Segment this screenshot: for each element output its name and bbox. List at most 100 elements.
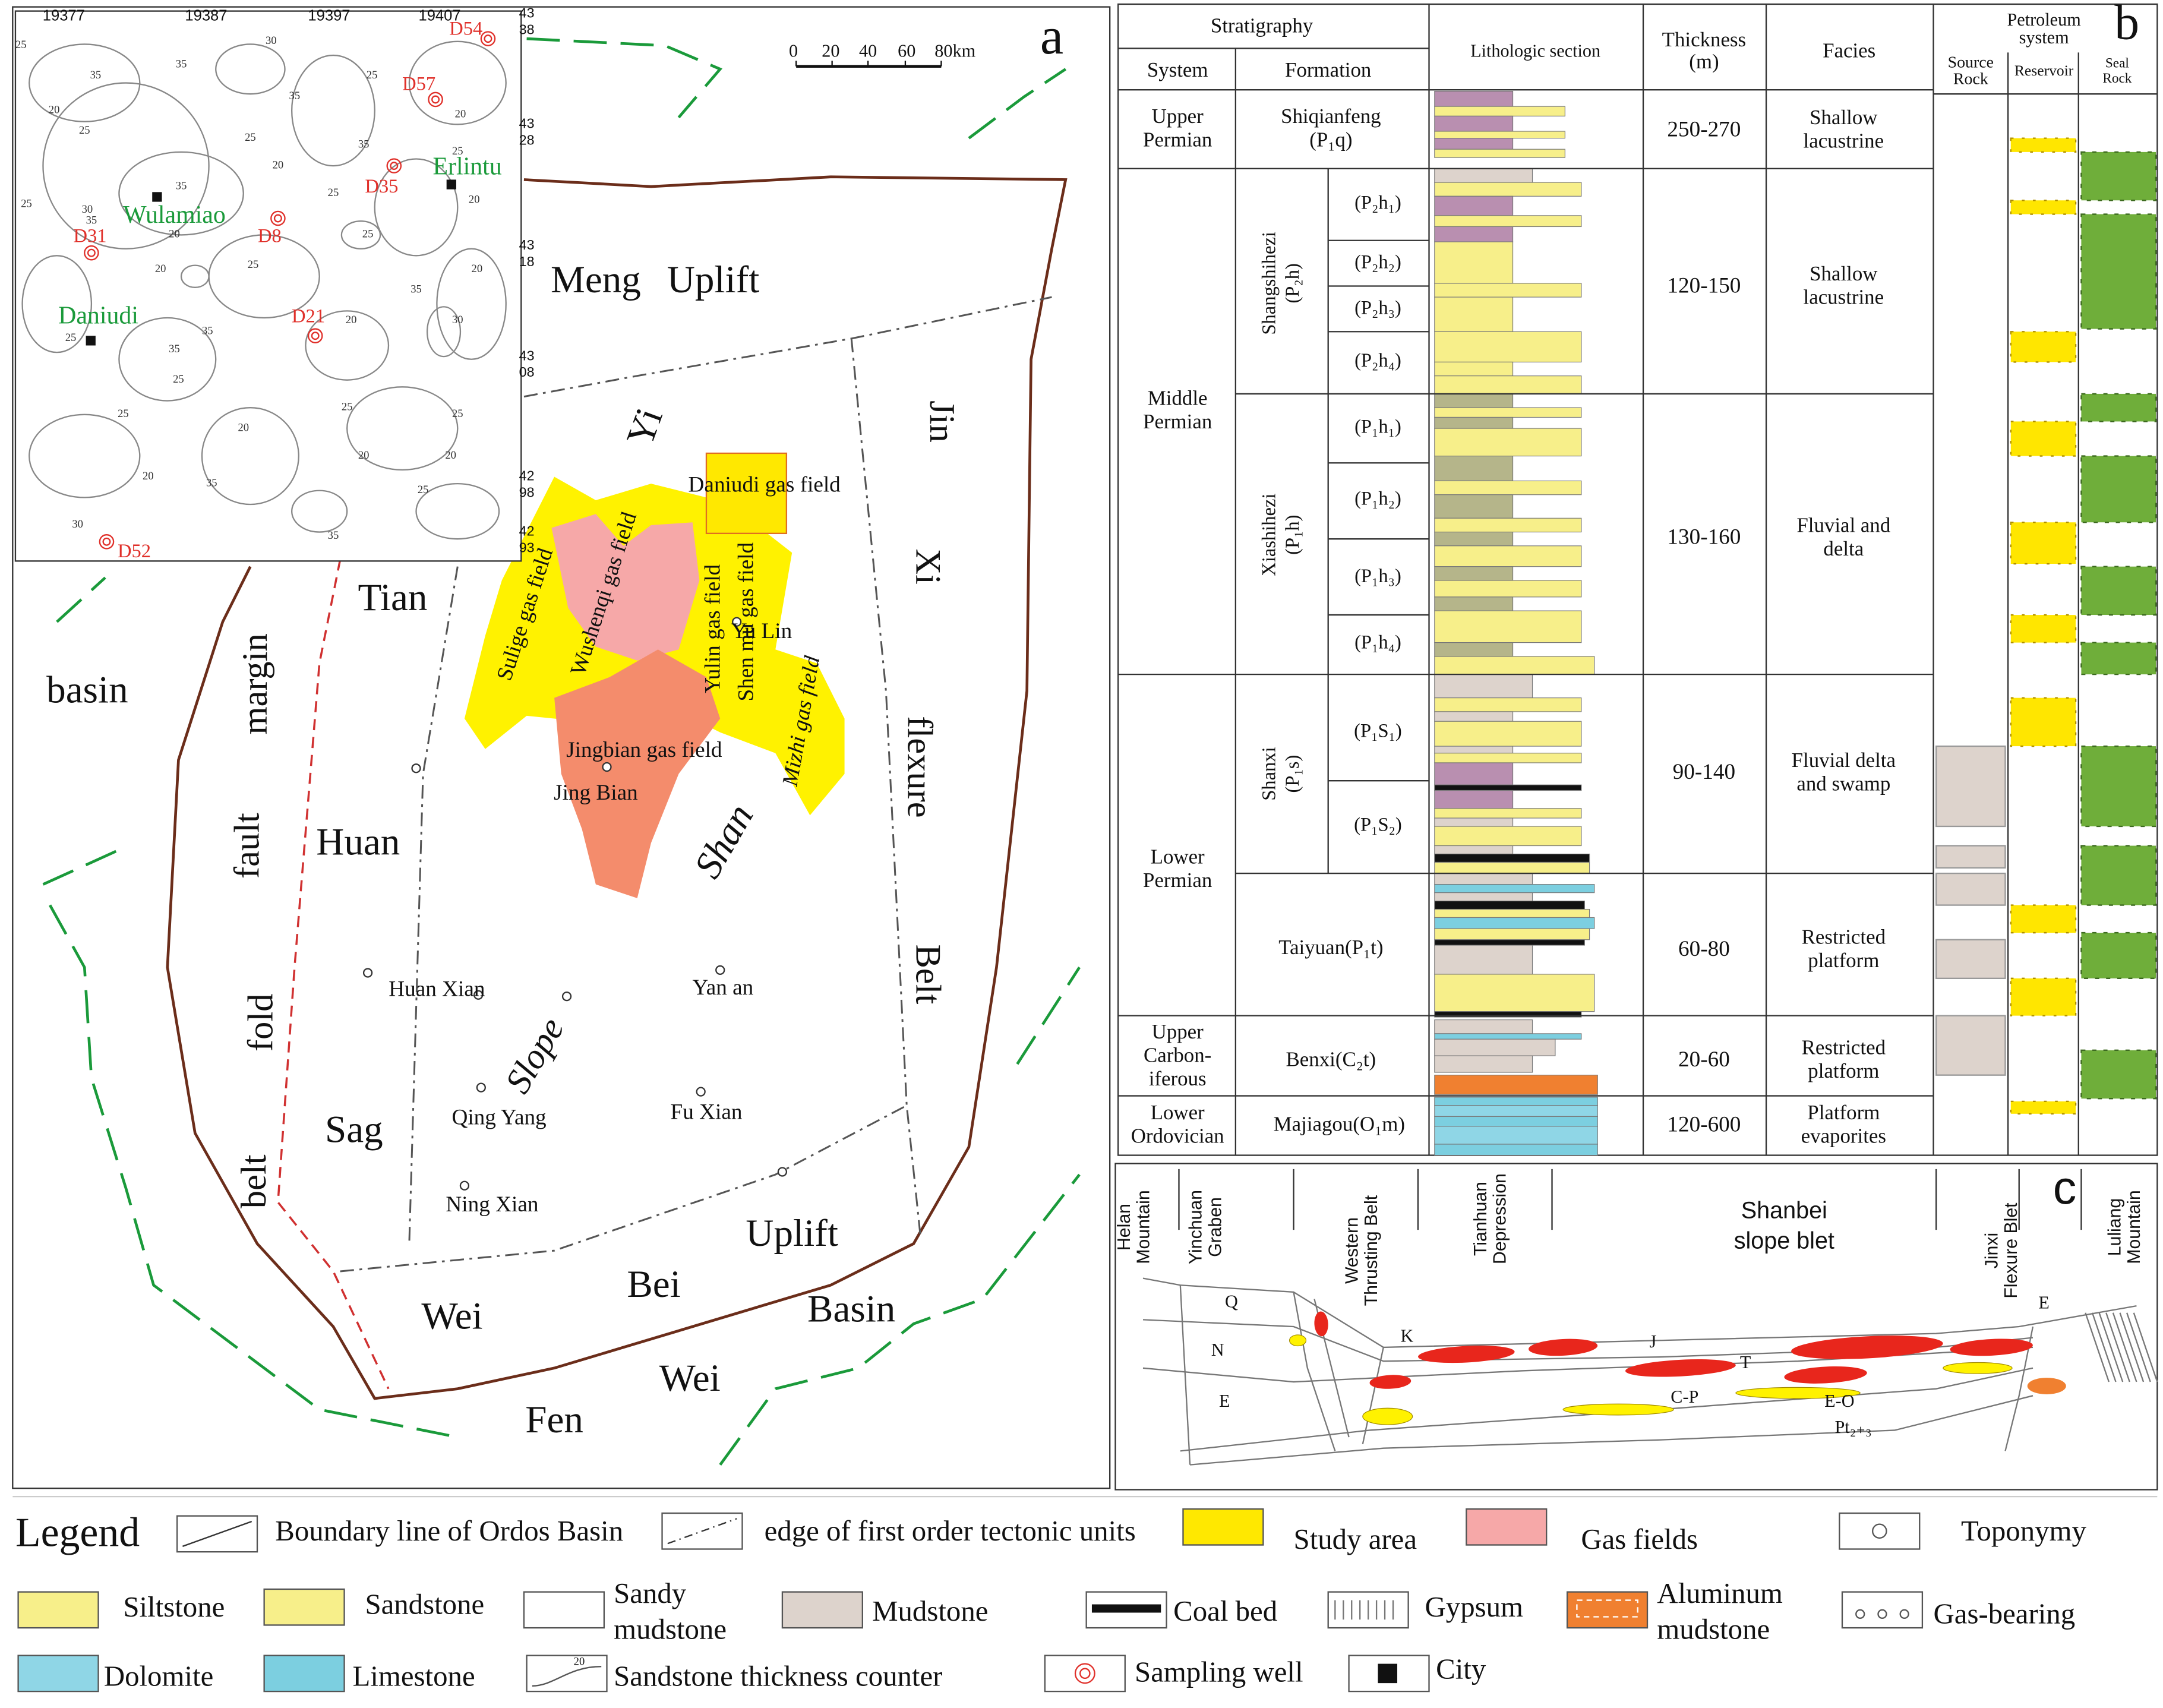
layer-label: J	[1649, 1331, 1656, 1352]
inset-frame	[14, 10, 522, 562]
lithology-band	[1434, 746, 1514, 754]
lithology-band	[1434, 853, 1590, 863]
legend-icon	[1079, 1668, 1091, 1679]
seal-rock	[2080, 566, 2157, 616]
zone-label: Depression	[1490, 1173, 1510, 1264]
label: Thickness	[1662, 28, 1746, 51]
facies: platform	[1808, 949, 1879, 972]
inset-y-tick: 38	[519, 21, 535, 37]
zone-label: Jinxi	[1982, 1233, 2002, 1268]
lithology-band	[1434, 416, 1514, 429]
legend-label: Gas-bearing	[1934, 1597, 2076, 1630]
lithology-band	[1434, 407, 1582, 418]
well-label: D8	[258, 226, 282, 247]
lithology-band	[1434, 480, 1582, 495]
zone-label: Graben	[1205, 1197, 1225, 1257]
lithology-band	[1434, 753, 1582, 763]
lithology-band	[1434, 674, 1533, 699]
lithology-band	[1434, 1097, 1598, 1106]
system-label: Lower	[1151, 845, 1205, 869]
layer-label: Q	[1225, 1291, 1238, 1311]
layer-label: E	[1219, 1391, 1230, 1411]
contour-label: 20	[273, 159, 284, 171]
seal-rock	[2080, 745, 2157, 828]
lithology-band	[1434, 283, 1582, 298]
legend-icon	[1074, 1663, 1095, 1684]
lithology-band	[1434, 1033, 1582, 1040]
region-label: basin	[46, 669, 128, 712]
contour-label: 25	[362, 228, 374, 241]
well-label: D35	[365, 176, 398, 197]
contour-label: 25	[418, 484, 429, 496]
system-label: Ordovician	[1131, 1125, 1224, 1148]
contour-label: 25	[79, 124, 90, 137]
region-label: Huan	[316, 820, 400, 863]
region-label: Basin	[807, 1288, 895, 1331]
region-label: Belt	[908, 944, 948, 1004]
contour-label: 35	[176, 58, 187, 71]
aluminum-lens	[2027, 1378, 2066, 1394]
lithology-band	[1434, 361, 1514, 377]
contour-label: 20	[469, 194, 480, 206]
lithology-band	[1434, 182, 1582, 197]
inset-y-tick: 08	[519, 364, 535, 380]
gas-reservoir	[1791, 1336, 1943, 1359]
tectonic-edge	[340, 1104, 907, 1273]
member-label: (P₂h₃)	[1354, 298, 1401, 319]
sampling-well	[428, 91, 443, 108]
gas-field-label: Jingbian gas field	[566, 738, 722, 762]
sandstone-lens	[1943, 1362, 2013, 1374]
legend-icon	[182, 1520, 252, 1547]
reservoir	[2010, 614, 2077, 643]
zone-label: Yinchuan	[1186, 1190, 1206, 1264]
inset-y-tick: 43	[519, 115, 535, 131]
legend-title: Legend	[15, 1510, 140, 1556]
contour	[201, 407, 299, 506]
thickness: 20-60	[1678, 1047, 1730, 1072]
reservoir	[2010, 200, 2077, 215]
seal-rock	[2080, 642, 2157, 675]
contour-label: 25	[65, 332, 77, 344]
contour-label: 25	[328, 187, 339, 199]
tectonic-edge	[523, 296, 1052, 398]
region-label: Meng	[551, 258, 641, 301]
sandstone-lens	[1362, 1407, 1413, 1425]
lithology-band	[1434, 456, 1514, 482]
city	[152, 192, 162, 202]
gas-reservoir	[1369, 1375, 1412, 1389]
sandstone-lens	[1289, 1334, 1307, 1347]
system-label: Upper	[1152, 105, 1204, 128]
lithology-band	[1434, 428, 1582, 457]
stratum-line	[1293, 1292, 1336, 1451]
legend-swatch	[1044, 1655, 1126, 1693]
label: Lithologic section	[1470, 40, 1600, 61]
gas-reservoir	[1950, 1338, 2033, 1356]
lithology-band	[1434, 974, 1595, 1012]
label: (m)	[1689, 50, 1719, 73]
seal-rock	[2080, 1049, 2157, 1100]
legend-icon	[1855, 1609, 1865, 1619]
mountain-hatch	[2119, 1312, 2145, 1382]
seal-rock	[2080, 455, 2157, 523]
stratum-line	[1189, 1395, 2033, 1466]
zone-label: Western	[1343, 1217, 1362, 1284]
contour-label: 30	[82, 203, 93, 216]
mountain-hatch	[2112, 1312, 2137, 1382]
mountain-hatch	[2133, 1312, 2158, 1382]
city	[86, 336, 96, 346]
thickness: 90-140	[1673, 760, 1735, 784]
sandstone-lens	[1562, 1403, 1674, 1416]
legend-label: Boundary line of Ordos Basin	[275, 1514, 623, 1547]
gas-reservoir	[1784, 1366, 1867, 1384]
lithology-band	[1434, 884, 1595, 894]
stratum-line	[1179, 1285, 1191, 1465]
thickness: 250-270	[1667, 118, 1741, 142]
gas-reservoir	[1529, 1338, 1598, 1356]
formation-label: Xiashihezi	[1259, 494, 1280, 576]
legend-icon	[1899, 1609, 1909, 1619]
contour	[408, 40, 507, 125]
contour-label: 25	[367, 69, 378, 81]
contour-label: 25	[342, 400, 353, 413]
lithology-band	[1434, 393, 1514, 408]
toponymy	[715, 965, 725, 975]
